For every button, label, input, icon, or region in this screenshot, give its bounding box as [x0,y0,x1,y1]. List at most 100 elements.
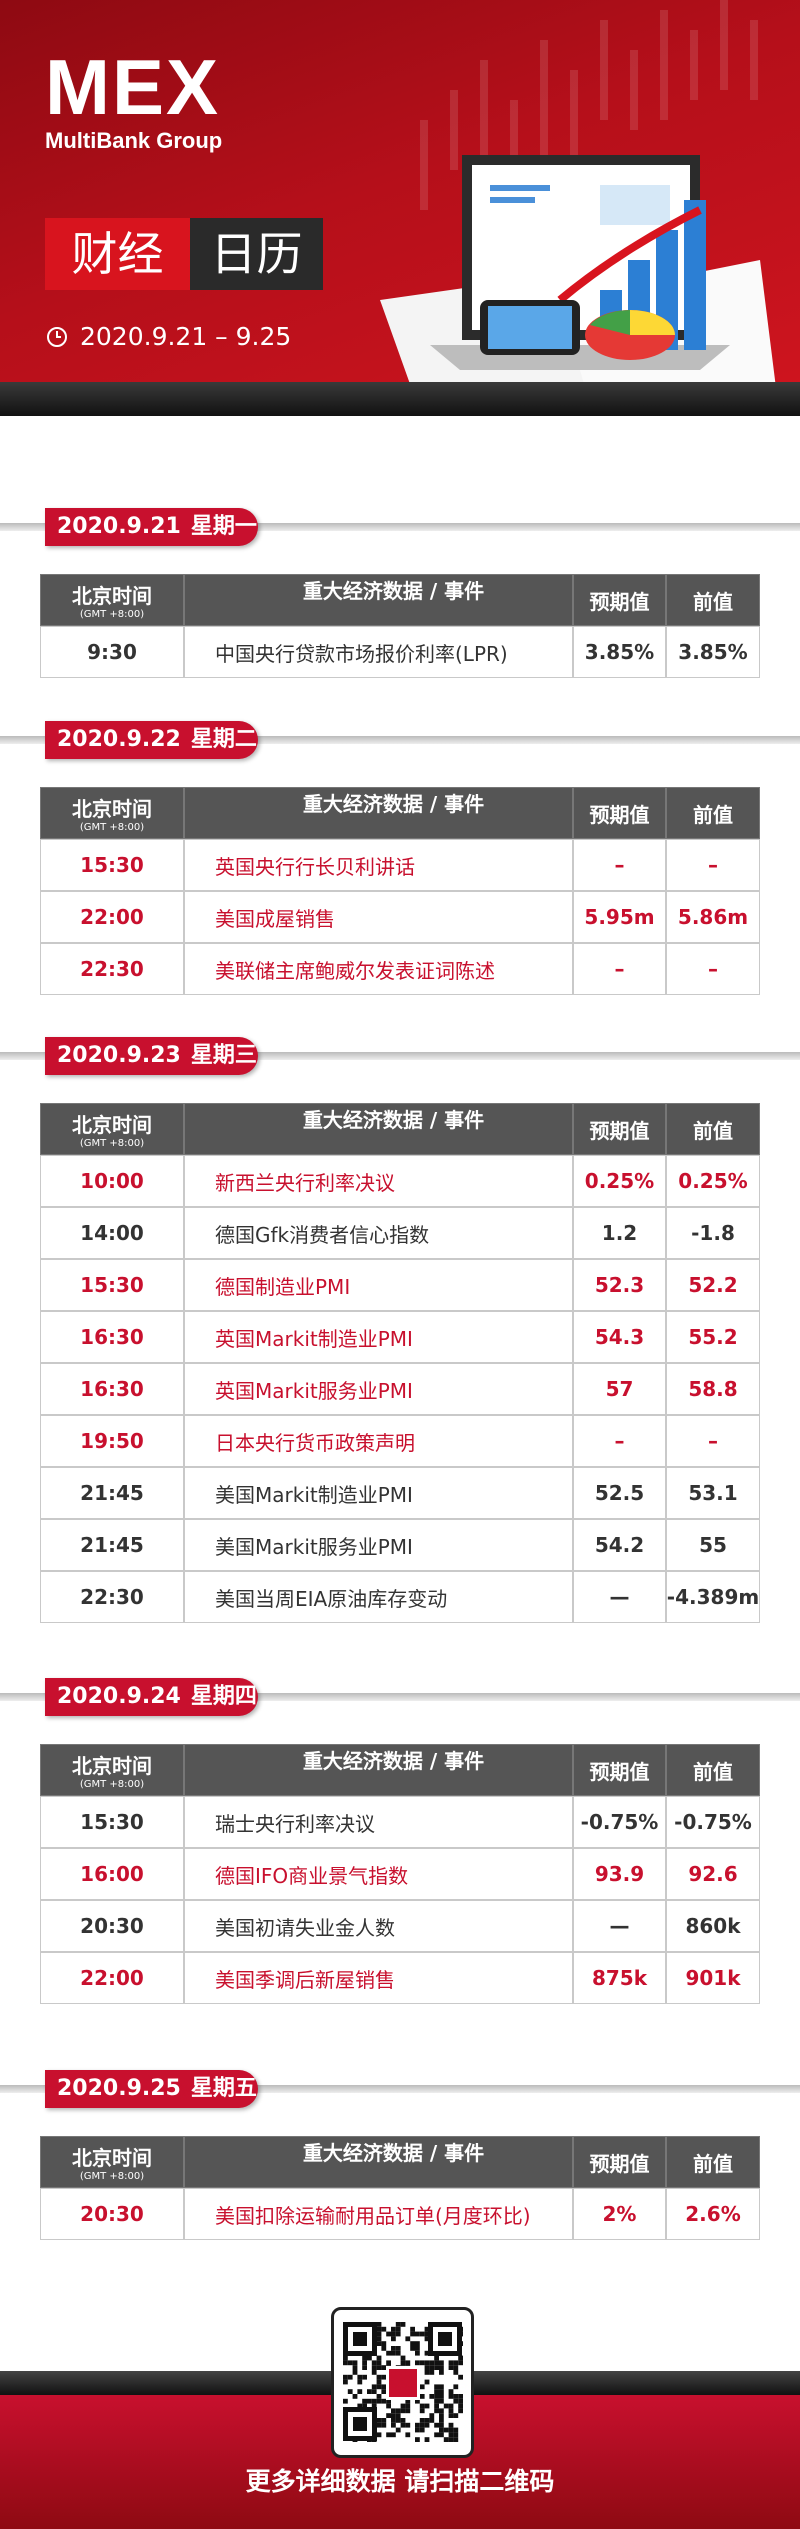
qr-module [400,2360,406,2366]
row-previous: – [666,943,760,995]
header-timezone: (GMT +8:00) [79,822,145,833]
qr-module [391,2331,396,2337]
qr-module [353,2417,367,2431]
section-divider [0,736,800,744]
qr-module [434,2432,439,2438]
header-event: 重大经济数据 / 事件 [184,787,573,839]
qr-module [410,2346,415,2351]
qr-module [381,2384,387,2390]
row-forecast: 0.25% [573,1155,666,1207]
qr-module [376,2331,382,2337]
qr-module [391,2413,396,2418]
qr-module [434,2355,439,2361]
weekday: 星期二 [190,727,257,752]
qr-module [429,2370,435,2375]
qr-module [381,2418,387,2423]
qr-module [352,2370,358,2375]
qr-module [367,2398,372,2404]
qr-module [395,2427,401,2433]
qr-module [391,2408,396,2414]
qr-module [395,2413,401,2418]
qr-module [424,2350,430,2356]
row-time: 22:00 [40,1952,184,2004]
qr-module [453,2427,459,2433]
header-time: 北京时间 (GMT +8:00) [40,1103,184,1155]
qr-module [439,2413,444,2418]
row-event: 德国IFO商业景气指数 [184,1848,573,1900]
header-forecast: 预期值 [573,1744,666,1796]
row-time: 15:30 [40,1259,184,1311]
header-previous: 前值 [666,1103,760,1155]
header-timezone: (GMT +8:00) [79,1779,145,1790]
qr-module [458,2394,463,2399]
row-time: 10:00 [40,1155,184,1207]
qr-module [367,2355,372,2361]
header-previous: 前值 [666,787,760,839]
row-time: 19:50 [40,1415,184,1467]
qr-module [443,2427,449,2433]
qr-module [343,2374,348,2380]
qr-module [439,2418,444,2423]
qr-module [448,2437,454,2442]
header-time: 北京时间 (GMT +8:00) [40,2136,184,2188]
qr-module [400,2322,406,2327]
row-event: 英国央行行长贝利讲话 [184,839,573,891]
row-event: 美国Markit服务业PMI [184,1519,573,1571]
row-previous: 55 [666,1519,760,1571]
header-previous: 前值 [666,574,760,626]
row-previous: 58.8 [666,1363,760,1415]
header-time: 北京时间 (GMT +8:00) [40,574,184,626]
row-time: 21:45 [40,1467,184,1519]
qr-module [395,2346,401,2351]
qr-module [434,2403,439,2409]
qr-module [386,2398,391,2404]
date-tag: 2020.9.21 星期一 [45,508,258,546]
row-event: 英国Markit制造业PMI [184,1311,573,1363]
qr-module [352,2394,358,2399]
qr-module [434,2422,439,2428]
qr-module [453,2398,459,2404]
header-previous: 前值 [666,1744,760,1796]
qr-module [352,2365,358,2370]
date: 2020.9.24 [57,1684,181,1709]
qr-module [458,2374,463,2380]
qr-module [381,2341,387,2346]
row-event: 美国成屋销售 [184,891,573,943]
qr-module [343,2398,348,2404]
qr-module [429,2365,435,2370]
row-previous: 2.6% [666,2188,760,2240]
qr-module [424,2418,430,2423]
row-event: 美国初请失业金人数 [184,1900,573,1952]
qr-module [395,2322,401,2327]
row-forecast: 54.3 [573,1311,666,1363]
qr-module [439,2384,444,2390]
qr-module [419,2418,425,2423]
qr-module [419,2403,425,2409]
qr-module [448,2365,454,2370]
qr-module [415,2341,420,2346]
row-event: 英国Markit服务业PMI [184,1363,573,1415]
qr-module [410,2326,415,2332]
title-b: 日历 [190,218,323,290]
qr-module [381,2374,387,2380]
qr-module [371,2403,377,2409]
header-previous: 前值 [666,2136,760,2188]
qr-module [439,2389,444,2394]
qr-module [371,2384,377,2390]
header-event: 重大经济数据 / 事件 [184,1744,573,1796]
qr-module [362,2374,367,2380]
header-time: 北京时间 (GMT +8:00) [40,787,184,839]
row-time: 22:30 [40,943,184,995]
qr-module [419,2384,425,2390]
row-previous: 860k [666,1900,760,1952]
row-event: 德国Gfk消费者信心指数 [184,1207,573,1259]
qr-module [386,2432,391,2438]
qr-module [395,2350,401,2356]
row-previous: – [666,1415,760,1467]
header-time-label: 北京时间 [72,1113,152,1137]
qr-module [434,2384,439,2390]
row-previous: -4.389m [666,1571,760,1623]
qr-module [458,2403,463,2409]
row-event: 美国Markit制造业PMI [184,1467,573,1519]
